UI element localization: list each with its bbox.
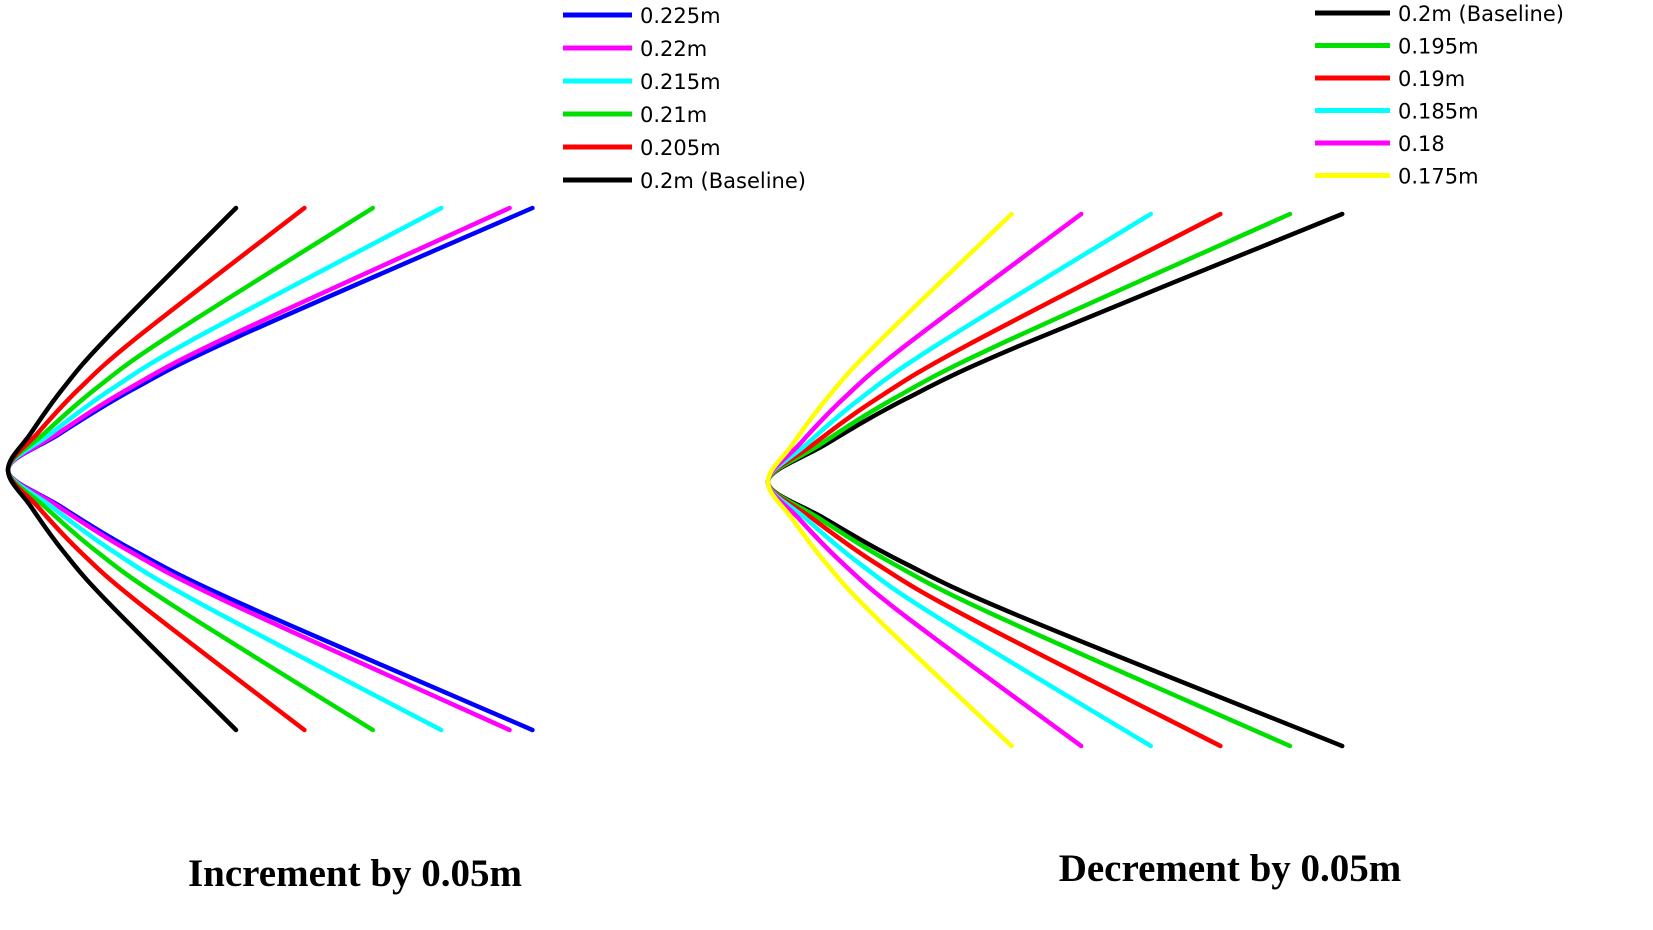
- legend-label-0-195m: 0.195m: [1398, 35, 1479, 59]
- legend-label-0-2m-baseline: 0.2m (Baseline): [1398, 2, 1564, 26]
- legend-label-0-22m: 0.22m: [640, 37, 707, 61]
- caption-increment: Increment by 0.05m: [188, 852, 522, 895]
- series-line-0-185m: [765, 211, 1154, 749]
- curves-decrement: [765, 211, 1345, 749]
- legend-label-0-185m: 0.185m: [1398, 100, 1479, 124]
- series-line-0-225m: [5, 205, 535, 733]
- legend-decrement: 0.2m (Baseline) 0.195m 0.19m 0.185m 0.18 0.17…: [1315, 2, 1564, 189]
- series-line-0-21m: [5, 205, 376, 733]
- series-line-0-215m: [5, 205, 444, 733]
- legend-increment: 0.225m 0.22m 0.215m 0.21m 0.205m 0.2m (Baseli…: [563, 4, 806, 193]
- legend-label-0-2m-baseline: 0.2m (Baseline): [640, 169, 806, 193]
- legend-label-0-215m: 0.215m: [640, 70, 721, 94]
- panel-decrement: 0.2m (Baseline) 0.195m 0.19m 0.185m 0.18 0.17…: [765, 2, 1564, 890]
- series-line-0-2m-baseline: [765, 211, 1345, 749]
- legend-label-0-19m: 0.19m: [1398, 67, 1465, 91]
- series-line-0-22m: [5, 205, 512, 733]
- caption-decrement: Decrement by 0.05m: [1059, 847, 1402, 890]
- legend-label-0-205m: 0.205m: [640, 136, 721, 160]
- curves-increment: [5, 205, 535, 733]
- legend-label-0-225m: 0.225m: [640, 4, 721, 28]
- series-line-0-19m: [765, 211, 1223, 749]
- panel-increment: 0.225m 0.22m 0.215m 0.21m 0.205m 0.2m (Baseli…: [5, 4, 806, 895]
- series-line-0-175m: [765, 211, 1014, 749]
- series-line-0-195m: [765, 211, 1293, 749]
- legend-label-0-21m: 0.21m: [640, 103, 707, 127]
- legend-label-0-175m: 0.175m: [1398, 165, 1479, 189]
- legend-label-0-18: 0.18: [1398, 132, 1445, 156]
- series-line-0-2m-baseline: [5, 205, 239, 733]
